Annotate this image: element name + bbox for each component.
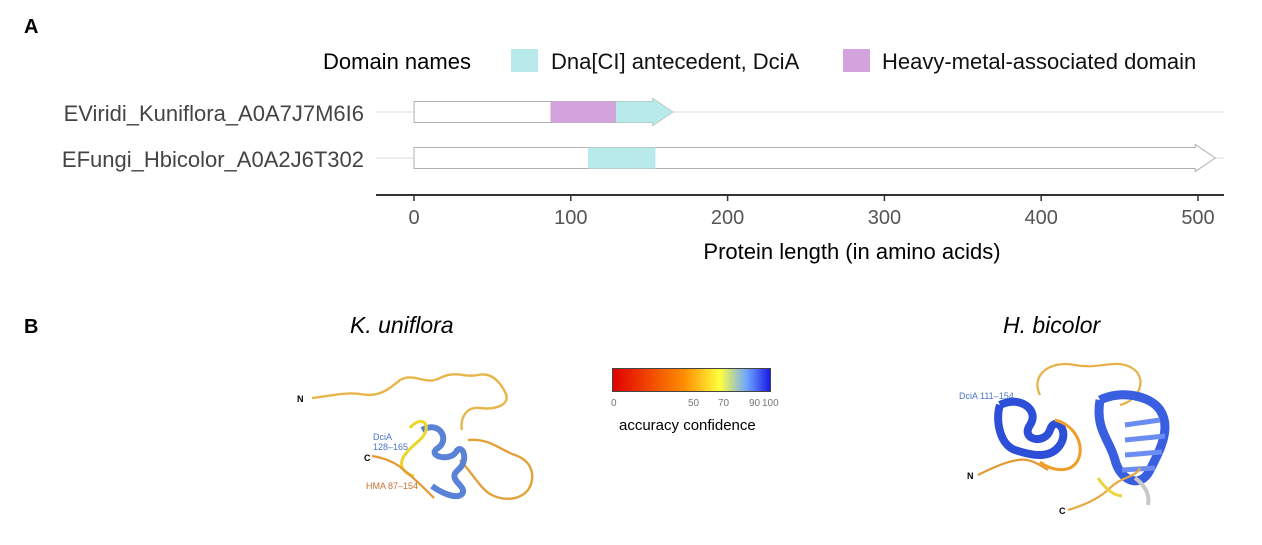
protein-label: EFungi_Hbicolor_A0A2J6T302 xyxy=(62,147,364,172)
h-bicolor-yellow xyxy=(1096,477,1123,498)
h-dcia-label: DciA 111–154 xyxy=(959,391,1014,401)
confidence-colorbar xyxy=(612,368,771,392)
domain-dcia xyxy=(616,98,673,126)
colorbar-title: accuracy confidence xyxy=(619,417,756,434)
k-uniflora-structure: N C DciA 128–165 HMA 87–154 xyxy=(297,373,534,500)
k-uniflora-ctail xyxy=(371,454,435,499)
k-n-label: N xyxy=(297,394,304,404)
domain-dcia xyxy=(588,147,656,169)
tick-label: 400 xyxy=(1025,207,1058,229)
x-axis-ticks xyxy=(413,195,1199,201)
colorbar-tick: 50 xyxy=(688,398,700,409)
k-uniflora-backbone xyxy=(311,373,508,431)
k-uniflora-loop xyxy=(459,438,534,500)
tick-label: 300 xyxy=(868,207,901,229)
k-c-label: C xyxy=(364,453,371,463)
k-dcia-range: 128–165 xyxy=(373,442,408,452)
h-bicolor-title: H. bicolor xyxy=(1003,312,1101,338)
k-uniflora-title: K. uniflora xyxy=(350,312,454,338)
h-bicolor-structure: DciA 111–154 N C xyxy=(959,362,1170,516)
k-hma-label: HMA 87–154 xyxy=(366,481,418,491)
legend-label-hma: Heavy-metal-associated domain xyxy=(882,49,1196,74)
domain-architecture-chart: Domain names Dna[CI] antecedent, DciA He… xyxy=(62,49,1224,264)
legend-swatch-hma xyxy=(843,49,870,72)
protein-bar xyxy=(413,143,1217,173)
h-bicolor-grey xyxy=(1133,476,1151,506)
h-bicolor-ntail xyxy=(977,458,1049,476)
tick-label: 0 xyxy=(408,207,419,229)
protein-tracks xyxy=(376,97,1224,173)
h-c-label: C xyxy=(1059,506,1066,516)
colorbar-tick: 100 xyxy=(762,398,779,409)
tick-label: 100 xyxy=(554,207,587,229)
h-bicolor-ctail xyxy=(1067,467,1141,512)
legend-label-dcia: Dna[CI] antecedent, DciA xyxy=(551,49,800,74)
panel-label-a: A xyxy=(24,16,39,38)
panel-label-b: B xyxy=(24,316,39,338)
legend-swatch-dcia xyxy=(511,49,538,72)
k-uniflora-helix xyxy=(420,424,468,500)
tick-label: 500 xyxy=(1181,207,1214,229)
h-bicolor-left-domain xyxy=(994,397,1068,459)
domain-hma xyxy=(550,101,617,123)
x-axis-label: Protein length (in amino acids) xyxy=(703,239,1000,264)
protein-label: EViridi_Kuniflora_A0A7J7M6I6 xyxy=(64,101,364,126)
colorbar-tick: 90 xyxy=(749,398,761,409)
colorbar-tick: 70 xyxy=(718,398,730,409)
k-dcia-label: DciA xyxy=(373,432,392,442)
h-bicolor-orange xyxy=(1039,418,1082,472)
h-bicolor-loop xyxy=(1036,362,1142,407)
legend-title: Domain names xyxy=(323,49,471,74)
colorbar-tick: 0 xyxy=(611,398,617,409)
legend: Domain names Dna[CI] antecedent, DciA He… xyxy=(323,49,1196,74)
tick-label: 200 xyxy=(711,207,744,229)
h-n-label: N xyxy=(967,471,974,481)
h-bicolor-strands xyxy=(1121,417,1166,473)
